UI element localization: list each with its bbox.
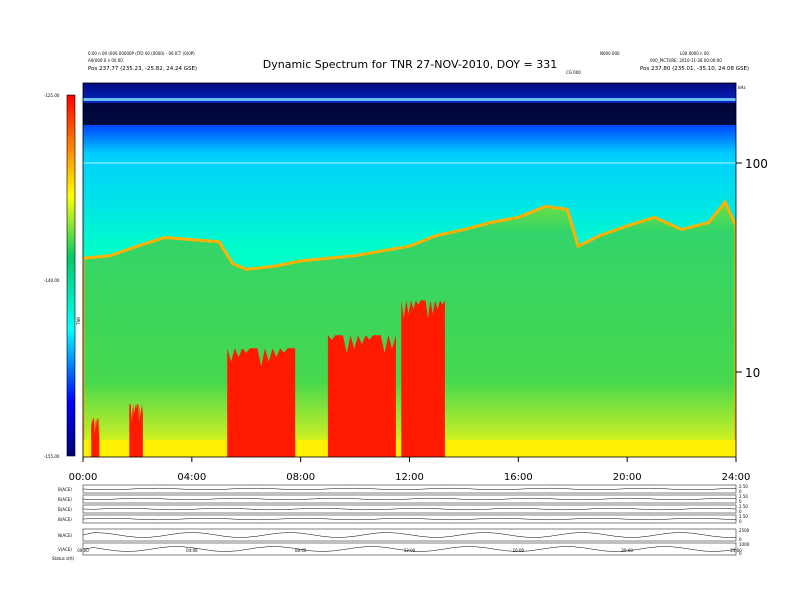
panel-range-top-6: 1000 (739, 542, 750, 547)
panel-trace-4 (82, 517, 737, 521)
panel-range-bottom-6: 0 (739, 551, 742, 556)
xtick-label-4: 16:00 (504, 472, 533, 483)
xtick-label-0: 00:00 (69, 472, 98, 483)
panel-trace-6 (82, 546, 737, 552)
panel-xtick-label-0: 00:00 (77, 548, 89, 553)
panel-trace-2 (82, 497, 737, 501)
y-unit: kHz (738, 85, 745, 90)
xtick-label-1: 04:00 (177, 472, 206, 483)
header-right-line-4: Pos 237.80 (235.01, -35.10, 24.08 GSE) (640, 66, 749, 72)
burst-4 (327, 335, 396, 457)
panel-trace-1 (82, 487, 737, 491)
ytick-label-10: 10 (745, 366, 760, 380)
panel-range-top-4: 2.50 (739, 514, 748, 519)
panel-xtick-label-1: 04:00 (186, 548, 198, 553)
panel-label-6: V(ACE) (58, 547, 72, 552)
header-right: N000 000 L00 0000 n 00 000_PICTURE: 2010… (600, 51, 749, 72)
panel-label-5: N(ACE) (58, 533, 73, 538)
footer-status: Status st(t) (52, 556, 75, 561)
cg-marker: CG 000 (566, 70, 581, 75)
header-left-line-1: 0.00 n 00 (000 00000P (ITO 00 (0000) - 0… (88, 51, 195, 56)
panel-xtick-label-4: 16:00 (513, 548, 525, 553)
burst-1 (91, 418, 100, 457)
burst-5 (401, 300, 445, 457)
x-axis: 00:00 04:00 08:00 12:00 16:00 20:00 24:00 (69, 457, 751, 483)
panel-xtick-label-2: 08:00 (295, 548, 307, 553)
header-right-line-1: N000 000 (600, 51, 620, 56)
burst-3 (227, 348, 296, 457)
panel-label-4: B(ACE) (58, 517, 72, 522)
panel-xtick-label-3: 12:00 (404, 548, 416, 553)
burst-2 (129, 404, 143, 457)
panel-range-bottom-5: 0 (739, 537, 742, 542)
header-left-line-3: Pos 237.77 (235.23, -25.82, 24.24 GSE) (88, 66, 197, 72)
line-panels: B(ACE)2.500B(ACE)2.500B(ACE)2.500B(ACE)2… (58, 484, 750, 556)
panel-range-top-5: 2500 (739, 528, 750, 533)
colorbar-tick-mid: -140.00 (44, 278, 60, 283)
panel-xtick-label-6: 24:00 (730, 548, 742, 553)
panel-xtick-label-5: 20:00 (621, 548, 633, 553)
xtick-label-6: 24:00 (722, 472, 751, 483)
panel-range-top-1: 2.50 (739, 484, 748, 489)
panel-range-bottom-1: 0 (739, 489, 742, 494)
ytick-label-100: 100 (745, 157, 768, 171)
xtick-label-5: 20:00 (613, 472, 642, 483)
header-right-line-3: 000_PICTURE: 2010-11-28 00:00:00 (650, 58, 722, 63)
dark-band (83, 103, 736, 125)
cyan-line-2 (83, 162, 736, 164)
panel-frame-5 (82, 528, 737, 542)
panel-label-2: B(ACE) (58, 497, 72, 502)
colorbar-tick-top: -125.00 (44, 93, 60, 98)
colorbar-tick-bottom: -155.00 (44, 454, 60, 459)
panel-range-bottom-2: 0 (739, 499, 742, 504)
bursts (91, 300, 445, 457)
header-left-line-2: A0(000 0 n 00 00 (88, 58, 123, 63)
panel-label-1: B(ACE) (58, 487, 72, 492)
spectrogram (83, 83, 736, 457)
panel-range-top-2: 2.50 (739, 494, 748, 499)
panel-range-bottom-3: 0 (739, 509, 742, 514)
panel-range-top-3: 2.50 (739, 504, 748, 509)
chart-title: Dynamic Spectrum for TNR 27-NOV-2010, DO… (263, 58, 557, 71)
panel-label-3: B(ACE) (58, 507, 72, 512)
cyan-line-1 (83, 98, 736, 101)
colorbar (66, 94, 76, 457)
colorbar-label: TNR (76, 317, 81, 326)
panel-trace-5 (82, 532, 737, 538)
panel-trace-3 (82, 507, 737, 511)
header-right-line-2: L00 0000 n 00 (680, 51, 709, 56)
header-left: 0.00 n 00 (000 00000P (ITO 00 (0000) - 0… (88, 51, 197, 72)
xtick-label-2: 08:00 (286, 472, 315, 483)
xtick-label-3: 12:00 (395, 472, 424, 483)
panel-range-bottom-4: 0 (739, 519, 742, 524)
